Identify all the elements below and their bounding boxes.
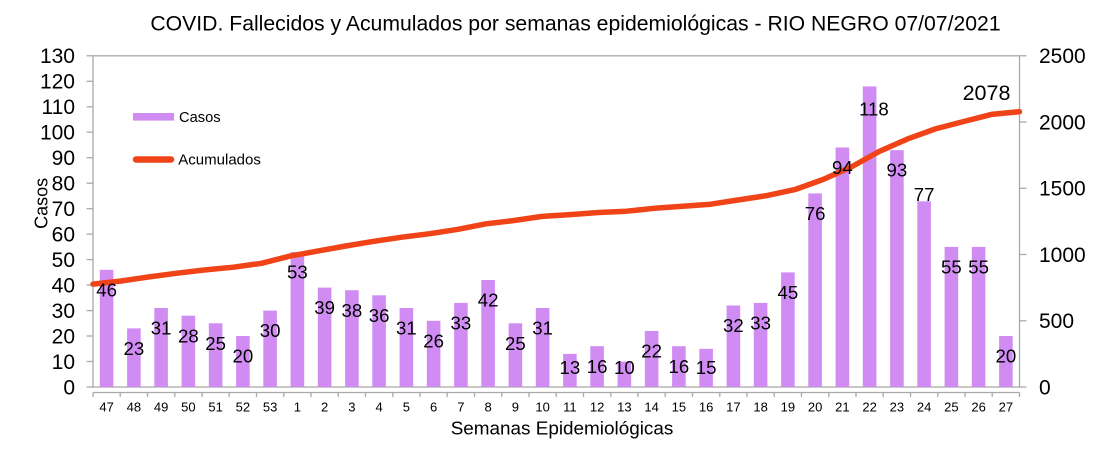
svg-text:52: 52 bbox=[236, 400, 250, 415]
svg-text:20: 20 bbox=[808, 400, 822, 415]
svg-text:25: 25 bbox=[505, 333, 526, 354]
svg-text:50: 50 bbox=[181, 400, 195, 415]
svg-text:55: 55 bbox=[968, 257, 989, 278]
svg-text:130: 130 bbox=[40, 45, 75, 68]
svg-text:5: 5 bbox=[403, 400, 410, 415]
svg-text:30: 30 bbox=[260, 320, 281, 341]
svg-text:16: 16 bbox=[669, 356, 690, 377]
svg-text:6: 6 bbox=[430, 400, 437, 415]
svg-text:110: 110 bbox=[42, 96, 75, 119]
svg-text:11: 11 bbox=[563, 400, 577, 415]
svg-text:49: 49 bbox=[154, 400, 168, 415]
svg-text:30: 30 bbox=[52, 300, 75, 323]
svg-text:31: 31 bbox=[532, 318, 553, 339]
svg-text:24: 24 bbox=[917, 400, 931, 415]
svg-text:16: 16 bbox=[587, 356, 608, 377]
svg-text:42: 42 bbox=[478, 290, 499, 311]
svg-text:53: 53 bbox=[287, 262, 308, 283]
svg-text:33: 33 bbox=[451, 313, 472, 334]
svg-text:12: 12 bbox=[590, 400, 604, 415]
svg-text:70: 70 bbox=[52, 198, 75, 221]
svg-text:53: 53 bbox=[263, 400, 277, 415]
svg-text:31: 31 bbox=[396, 318, 417, 339]
svg-text:120: 120 bbox=[40, 71, 75, 94]
svg-text:7: 7 bbox=[457, 400, 464, 415]
svg-text:500: 500 bbox=[1039, 310, 1074, 333]
svg-text:15: 15 bbox=[672, 400, 686, 415]
svg-text:46: 46 bbox=[96, 279, 117, 300]
svg-text:Acumulados: Acumulados bbox=[178, 152, 261, 169]
svg-text:32: 32 bbox=[723, 315, 744, 336]
svg-text:47: 47 bbox=[99, 400, 113, 415]
svg-text:27: 27 bbox=[999, 400, 1013, 415]
svg-text:26: 26 bbox=[423, 330, 444, 351]
svg-text:Casos: Casos bbox=[179, 110, 221, 126]
svg-text:3: 3 bbox=[348, 400, 355, 415]
svg-text:4: 4 bbox=[375, 400, 382, 415]
svg-text:18: 18 bbox=[753, 400, 767, 415]
svg-text:38: 38 bbox=[342, 300, 363, 321]
svg-text:13: 13 bbox=[617, 400, 631, 415]
svg-text:23: 23 bbox=[890, 400, 904, 415]
svg-text:100: 100 bbox=[40, 122, 75, 145]
svg-text:55: 55 bbox=[941, 257, 962, 278]
svg-text:1000: 1000 bbox=[1039, 244, 1086, 267]
svg-text:21: 21 bbox=[835, 400, 849, 415]
svg-text:14: 14 bbox=[644, 400, 658, 415]
svg-text:26: 26 bbox=[971, 400, 985, 415]
svg-text:118: 118 bbox=[859, 99, 889, 120]
svg-text:48: 48 bbox=[127, 400, 141, 415]
svg-text:17: 17 bbox=[726, 400, 740, 415]
svg-text:90: 90 bbox=[52, 147, 75, 170]
svg-text:40: 40 bbox=[52, 274, 75, 297]
svg-text:25: 25 bbox=[944, 400, 958, 415]
svg-text:1: 1 bbox=[294, 400, 301, 415]
svg-text:60: 60 bbox=[52, 223, 75, 246]
svg-text:10: 10 bbox=[535, 400, 549, 415]
svg-text:20: 20 bbox=[52, 325, 75, 348]
svg-text:39: 39 bbox=[314, 297, 335, 318]
svg-text:80: 80 bbox=[52, 173, 75, 196]
svg-text:22: 22 bbox=[862, 400, 876, 415]
svg-text:COVID. Fallecidos y Acumulados: COVID. Fallecidos y Acumulados por seman… bbox=[150, 13, 1000, 36]
svg-text:22: 22 bbox=[641, 341, 662, 362]
svg-text:31: 31 bbox=[151, 318, 172, 339]
svg-text:94: 94 bbox=[832, 157, 853, 178]
svg-text:50: 50 bbox=[52, 249, 75, 272]
svg-text:77: 77 bbox=[914, 184, 935, 205]
svg-text:19: 19 bbox=[781, 400, 795, 415]
svg-text:28: 28 bbox=[178, 325, 199, 346]
svg-text:10: 10 bbox=[52, 351, 75, 374]
svg-text:13: 13 bbox=[560, 357, 581, 378]
svg-text:Casos: Casos bbox=[31, 178, 51, 229]
svg-text:2500: 2500 bbox=[1039, 45, 1086, 68]
svg-text:0: 0 bbox=[63, 376, 75, 399]
svg-text:20: 20 bbox=[233, 346, 254, 367]
svg-text:20: 20 bbox=[996, 346, 1017, 367]
svg-text:33: 33 bbox=[750, 313, 771, 334]
svg-text:0: 0 bbox=[1039, 376, 1051, 399]
svg-text:10: 10 bbox=[614, 357, 635, 378]
svg-text:45: 45 bbox=[778, 282, 799, 303]
svg-text:2: 2 bbox=[321, 400, 328, 415]
svg-text:8: 8 bbox=[484, 400, 491, 415]
svg-text:23: 23 bbox=[124, 338, 145, 359]
svg-text:15: 15 bbox=[696, 357, 717, 378]
svg-text:Semanas Epidemiológicas: Semanas Epidemiológicas bbox=[451, 419, 674, 440]
svg-text:2000: 2000 bbox=[1039, 111, 1086, 134]
svg-text:2078: 2078 bbox=[963, 81, 1011, 105]
svg-text:1500: 1500 bbox=[1039, 178, 1086, 201]
svg-text:16: 16 bbox=[699, 400, 713, 415]
svg-text:76: 76 bbox=[805, 203, 826, 224]
svg-text:9: 9 bbox=[512, 400, 519, 415]
svg-text:36: 36 bbox=[369, 305, 390, 326]
svg-text:93: 93 bbox=[887, 160, 908, 181]
svg-text:51: 51 bbox=[208, 400, 222, 415]
svg-text:25: 25 bbox=[205, 333, 226, 354]
